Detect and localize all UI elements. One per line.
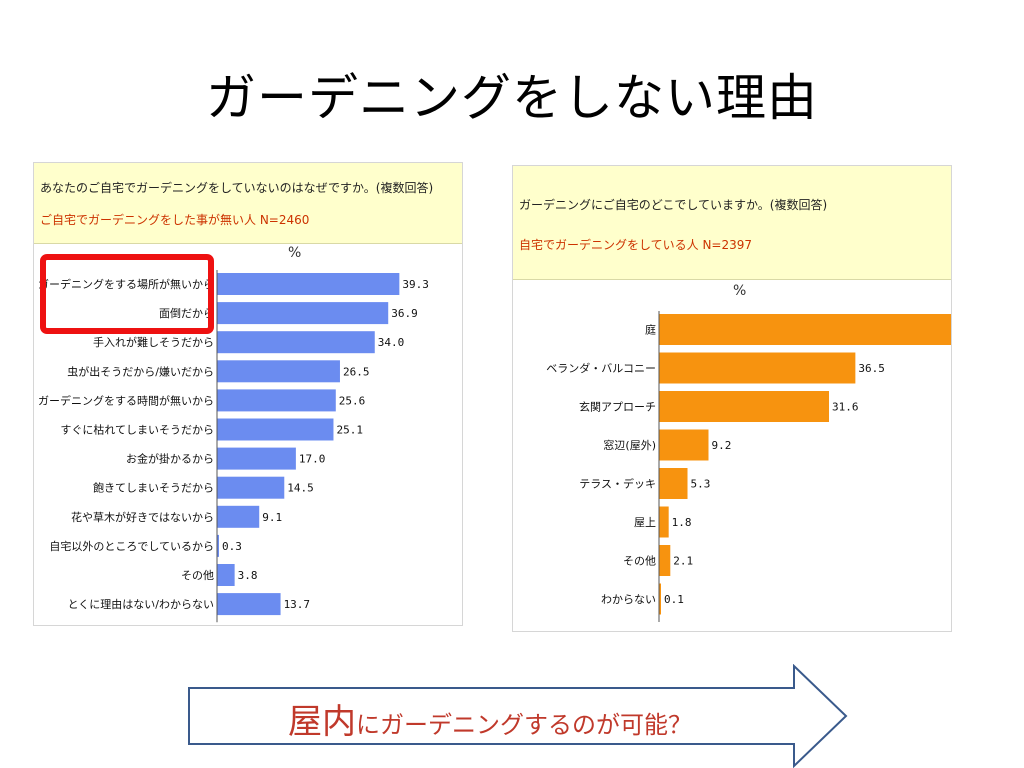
left-bar-chart: ガーデニングをする場所が無いから 39.3 面倒だから 36.9 手入れが難しそうだから…: [38, 270, 429, 623]
left-category-label: お金が掛かるから: [126, 452, 214, 466]
callout-rest-text: にガーデニングするのが可能？: [356, 711, 692, 739]
left-category-label: 虫が出そうだから/嫌いだから: [67, 364, 214, 378]
left-category-label: ガーデニングをする場所が無いから: [38, 277, 214, 291]
callout-arrow-shape: [188, 664, 848, 768]
right-bar: [659, 583, 661, 615]
left-value-label: 3.8: [238, 569, 258, 582]
left-bar: [217, 302, 389, 325]
left-category-label: 手入れが難しそうだから: [93, 335, 214, 349]
left-category-label: すぐに枯れてしまいそうだから: [60, 423, 214, 437]
right-value-label: 36.5: [858, 362, 885, 375]
right-value-label: 31.6: [832, 401, 859, 414]
left-bar: [217, 564, 235, 586]
right-bar: [659, 468, 688, 499]
right-bar: [659, 506, 669, 538]
left-value-label: 25.1: [336, 424, 363, 437]
right-chart-question: ガーデニングにご自宅のどこでしていますか。(複数回答): [519, 198, 828, 212]
left-category-label: とくに理由はない/わからない: [68, 597, 214, 611]
left-value-label: 25.6: [339, 394, 366, 407]
left-bar: [217, 360, 340, 383]
left-bar: [217, 476, 285, 499]
right-chart-unit: %: [733, 283, 747, 299]
right-value-label: 0.1: [664, 593, 684, 606]
right-bar: [659, 429, 709, 461]
right-category-label: 玄関アプローチ: [579, 400, 656, 414]
right-category-label: 屋上: [634, 516, 656, 529]
left-value-label: 13.7: [284, 598, 311, 611]
left-category-label: 面倒だから: [159, 307, 214, 320]
right-value-label: 2.1: [673, 555, 693, 568]
right-bar: [659, 391, 830, 422]
right-category-label: その他: [623, 555, 656, 568]
left-chart-unit: %: [288, 245, 302, 261]
right-survey-chart: ガーデニングにご自宅のどこでしていますか。(複数回答) 自宅でガーデニングをして…: [512, 165, 952, 632]
right-value-label: 1.8: [672, 516, 692, 529]
left-category-label: その他: [181, 569, 214, 582]
right-category-label: わからない: [601, 593, 656, 606]
left-bar: [217, 505, 260, 528]
left-chart-subtitle: ご自宅でガーデニングをした事が無い人 N=2460: [40, 213, 310, 227]
left-chart-header: あなたのご自宅でガーデニングをしていないのはなぜですか。(複数回答) ご自宅でガ…: [34, 163, 462, 244]
left-bar: [217, 331, 375, 354]
callout-text: 屋内にガーデニングするのが可能？: [190, 694, 790, 743]
left-category-label: ガーデニングをする時間が無いから: [38, 393, 214, 407]
left-bar: [217, 447, 296, 470]
left-bar: [217, 389, 336, 412]
right-category-label: ベランダ・バルコニー: [546, 361, 656, 375]
left-value-label: 17.0: [299, 453, 326, 466]
left-value-label: 14.5: [287, 482, 314, 495]
slide-title: ガーデニングをしない理由: [206, 69, 818, 127]
right-bar: [659, 545, 671, 576]
left-category-label: 花や草木が好きではないから: [71, 510, 214, 524]
right-value-label: 9.2: [711, 439, 731, 452]
left-value-label: 26.5: [343, 365, 370, 378]
right-category-label: 窓辺(屋外): [603, 438, 656, 452]
left-value-label: 39.3: [402, 278, 429, 291]
left-value-label: 9.1: [262, 511, 282, 524]
left-bar: [217, 534, 219, 557]
arrow-outline: [188, 664, 848, 768]
right-chart-header: ガーデニングにご自宅のどこでしていますか。(複数回答) 自宅でガーデニングをして…: [513, 166, 951, 280]
callout-emphasis: 屋内: [288, 702, 356, 742]
right-chart-subtitle: 自宅でガーデニングをしている人 N=2397: [519, 238, 753, 252]
left-category-label: 自宅以外のところでしているから: [49, 539, 214, 553]
left-bar: [217, 418, 334, 441]
left-bar: [217, 593, 281, 616]
left-survey-chart: あなたのご自宅でガーデニングをしていないのはなぜですか。(複数回答) ご自宅でガ…: [33, 162, 463, 626]
right-bar: [659, 314, 951, 345]
right-category-label: テラス・デッキ: [579, 477, 656, 491]
left-bar: [217, 273, 400, 295]
left-value-label: 34.0: [378, 336, 405, 349]
highlight-box: [40, 254, 214, 334]
right-bar-chart: 庭65.3ベランダ・バルコニー36.5玄関アプローチ31.6窓辺(屋外)9.2テ…: [546, 311, 951, 622]
right-value-label: 5.3: [691, 478, 711, 491]
left-value-label: 36.9: [391, 307, 418, 320]
left-category-label: 飽きてしまいそうだから: [93, 481, 214, 495]
right-category-label: 庭: [645, 323, 656, 337]
right-bar: [659, 352, 856, 384]
left-value-label: 0.3: [222, 540, 242, 553]
left-chart-question: あなたのご自宅でガーデニングをしていないのはなぜですか。(複数回答): [40, 181, 434, 195]
